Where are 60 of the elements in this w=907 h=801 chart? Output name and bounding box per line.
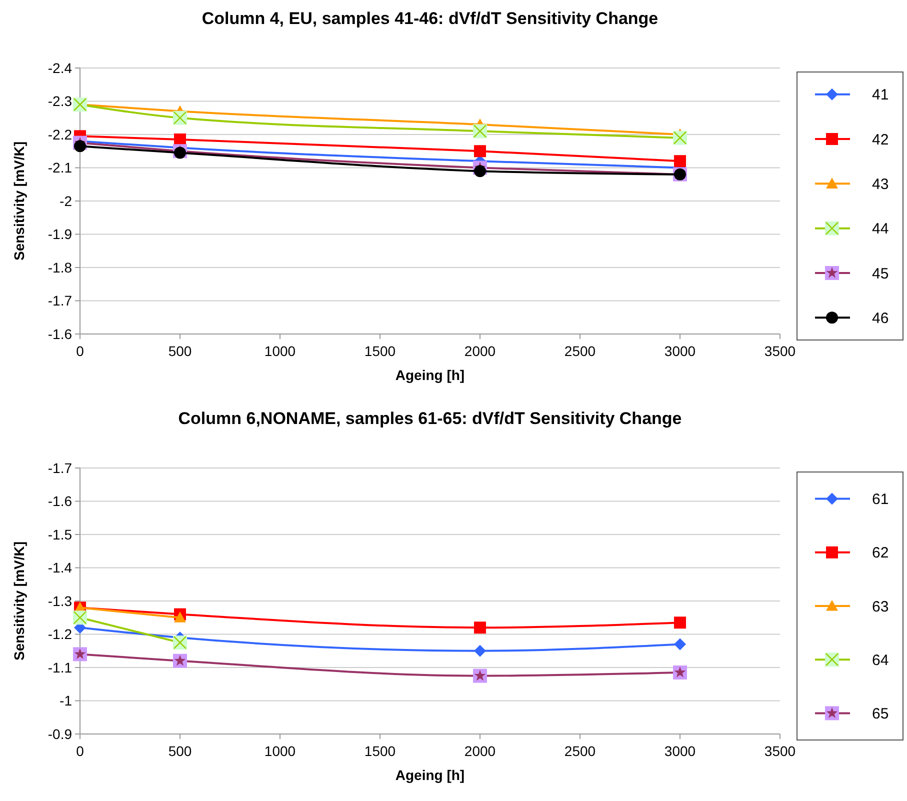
y-tick-label: -0.9 <box>48 726 72 742</box>
y-tick-label: -1.4 <box>48 560 72 576</box>
legend-label: 64 <box>872 652 889 669</box>
point <box>474 165 486 178</box>
legend-label: 42 <box>872 131 889 148</box>
legend-label: 41 <box>872 86 889 104</box>
legend-label: 44 <box>872 220 889 238</box>
y-tick-label: -2.1 <box>48 160 72 176</box>
y-tick-label: -1.1 <box>48 659 72 676</box>
y-tick-label: -1.8 <box>48 259 72 276</box>
y-tick-label: -1.5 <box>48 526 72 542</box>
point <box>674 155 686 168</box>
point <box>674 616 686 629</box>
y-axis-title: Sensitivity [mV/K] <box>11 141 27 261</box>
x-tick-label: 3500 <box>764 343 796 359</box>
y-tick-label: -1.9 <box>48 226 72 242</box>
legend-label: 46 <box>872 310 889 327</box>
legend-label: 63 <box>872 598 889 616</box>
point <box>74 140 86 152</box>
y-tick-label: -2.2 <box>48 126 72 142</box>
x-tick-label: 500 <box>168 343 192 359</box>
y-tick-label: -2.3 <box>48 93 72 110</box>
x-tick-label: 0 <box>76 343 84 359</box>
y-axis-title: Sensitivity [mV/K] <box>11 541 27 661</box>
point <box>474 145 486 158</box>
legend-label: 65 <box>872 705 889 722</box>
chart-title: Column 4, EU, samples 41-46: dVf/dT Sensitivity Change <box>202 9 658 28</box>
y-tick-label: -1.6 <box>48 326 72 342</box>
x-tick-label: 2500 <box>564 343 596 359</box>
y-tick-label: -1.3 <box>48 592 72 609</box>
x-tick-label: 3000 <box>664 343 696 359</box>
chart-title: Column 6,NONAME, samples 61-65: dVf/dT Sensitivity Change <box>178 409 682 428</box>
y-tick-label: -1.2 <box>48 626 72 642</box>
legend-label: 62 <box>872 544 889 562</box>
legend-label: 43 <box>872 176 889 193</box>
y-tick-label: -2 <box>60 192 72 209</box>
point <box>474 622 486 634</box>
y-tick-label: -1.7 <box>48 460 72 476</box>
x-tick-label: 1500 <box>364 743 396 759</box>
y-tick-label: -1.7 <box>48 292 72 309</box>
x-tick-label: 3000 <box>664 743 696 759</box>
x-tick-label: 500 <box>168 743 192 759</box>
point <box>474 644 486 657</box>
x-tick-label: 1000 <box>264 743 296 759</box>
x-tick-label: 2000 <box>464 343 496 359</box>
x-tick-label: 1500 <box>364 343 396 359</box>
x-axis-title: Ageing [h] <box>395 367 465 383</box>
point <box>674 638 686 650</box>
legend-label: 61 <box>872 491 889 508</box>
x-tick-label: 1000 <box>264 343 296 359</box>
x-tick-label: 3500 <box>764 743 796 759</box>
x-tick-label: 2500 <box>564 743 596 759</box>
y-tick-label: -2.4 <box>48 60 72 76</box>
x-tick-label: 0 <box>76 743 84 759</box>
y-tick-label: -1 <box>60 692 72 709</box>
legend-label: 45 <box>872 265 889 282</box>
y-tick-label: -1.6 <box>48 493 72 510</box>
x-axis-title: Ageing [h] <box>395 767 465 783</box>
point <box>174 146 186 159</box>
x-tick-label: 2000 <box>464 743 496 759</box>
